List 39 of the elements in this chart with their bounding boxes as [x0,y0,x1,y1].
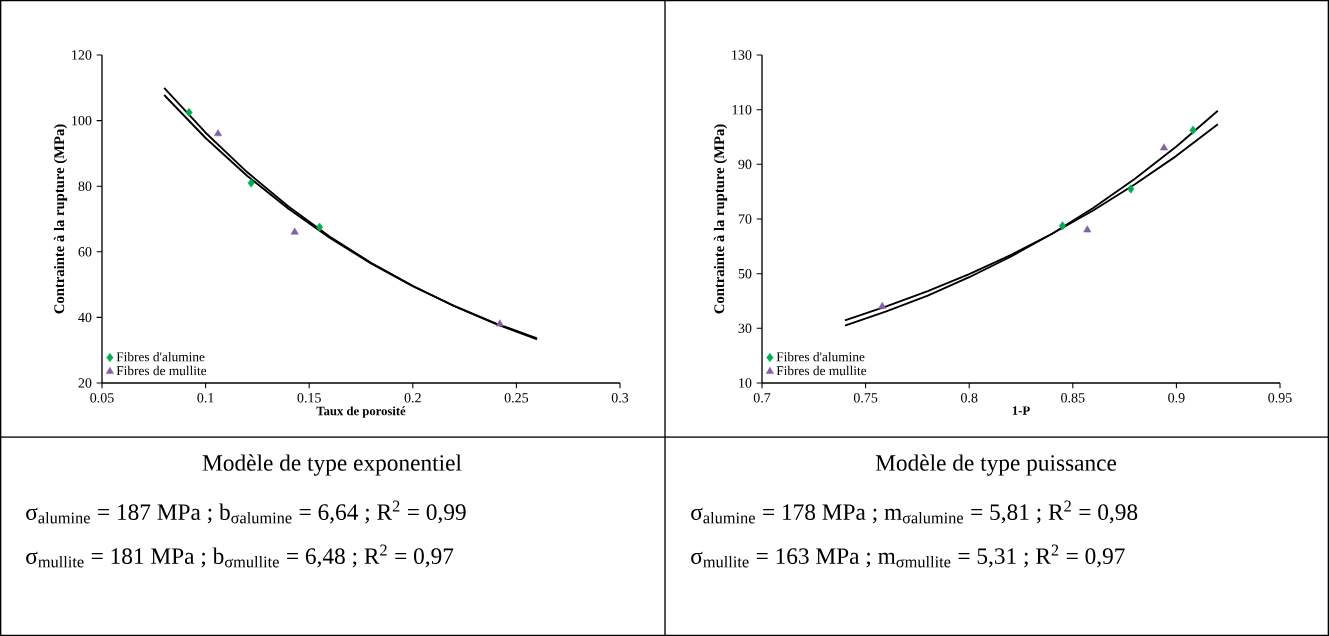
y-tick-label: 130 [732,50,752,60]
legend-label: Fibres de mullite [116,365,207,376]
y-axis-title: Contrainte à la rupture (MPa) [53,124,68,314]
y-tick-label: 100 [72,115,92,126]
x-tick-label: 0.9 [1168,393,1185,403]
text: σ$_{mullite}$ = 163 MPa ; m$_{σmullite}$ = 5,31 ; R$^{2}$ = 0,97 [691,544,1125,568]
x-tick-label: 0.75 [853,393,878,403]
text: σ$_{alumine}$ = 178 MPa ; m$_{σalumine}$ = 5,81 ; R$^{2}$ = 0,98 [691,500,1138,524]
y-tick-label: 80 [78,181,92,191]
y-tick-label: 20 [78,378,92,388]
x-axis-title: 1-P [1012,406,1030,415]
x-tick-label: 0.7 [753,393,771,403]
x-tick-label: 0.15 [297,393,321,403]
x-tick-label: 0.8 [960,393,978,403]
x-tick-label: 0.05 [90,393,114,403]
y-tick-label: 120 [72,50,92,60]
legend-label: Fibres de mullite [776,365,867,376]
text: Modèle de type exponentiel [202,454,462,476]
y-tick-label: 110 [732,104,752,115]
y-tick-label: 10 [739,378,752,388]
x-tick-label: 0.95 [1268,393,1292,403]
y-tick-label: 70 [738,214,752,224]
x-tick-label: 0.2 [404,393,421,403]
x-tick-label: 0.85 [1061,393,1085,403]
y-axis-title: Contrainte à la rupture (MPa) [713,124,728,314]
x-tick-label: 0.3 [611,393,629,403]
x-axis-title: Taux de porosité [316,406,406,418]
y-tick-label: 30 [738,323,752,334]
y-tick-label: 50 [738,268,752,279]
y-tick-label: 60 [78,247,92,257]
y-tick-label: 40 [78,312,92,323]
text: σ$_{alumine}$ = 187 MPa ; b$_{σalumine}$ = 6,64 ; R$^{2}$ = 0,99 [26,500,466,524]
legend-label: Fibres d'alumine [776,351,865,362]
x-tick-label: 0.25 [504,393,529,403]
text: σ$_{mullite}$ = 181 MPa ; b$_{σmullite}$ = 6,48 ; R$^{2}$ = 0,97 [26,544,454,568]
x-tick-label: 0.1 [197,393,214,403]
legend-label: Fibres d'alumine [116,351,205,362]
y-tick-label: 90 [738,159,752,170]
text: Modèle de type puissance [875,454,1117,476]
